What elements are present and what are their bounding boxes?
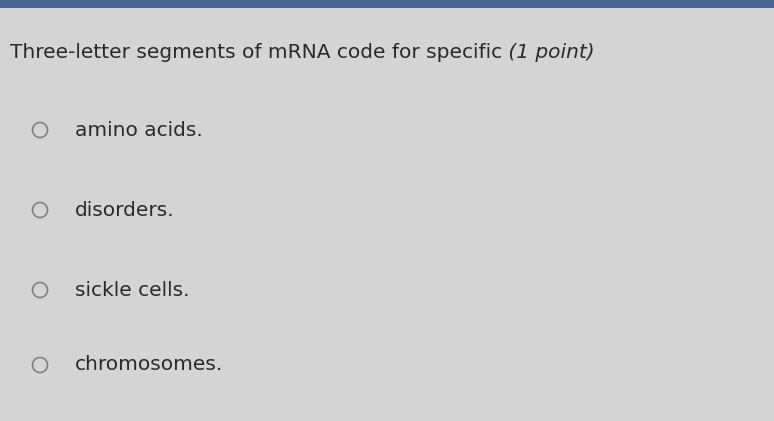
- Text: chromosomes.: chromosomes.: [75, 355, 223, 375]
- Text: Three-letter segments of mRNA code for specific: Three-letter segments of mRNA code for s…: [10, 43, 502, 61]
- Text: disorders.: disorders.: [75, 200, 175, 219]
- Text: (1 point): (1 point): [502, 43, 594, 61]
- Text: amino acids.: amino acids.: [75, 120, 203, 139]
- Text: sickle cells.: sickle cells.: [75, 280, 190, 299]
- Bar: [0, 0, 774, 8]
